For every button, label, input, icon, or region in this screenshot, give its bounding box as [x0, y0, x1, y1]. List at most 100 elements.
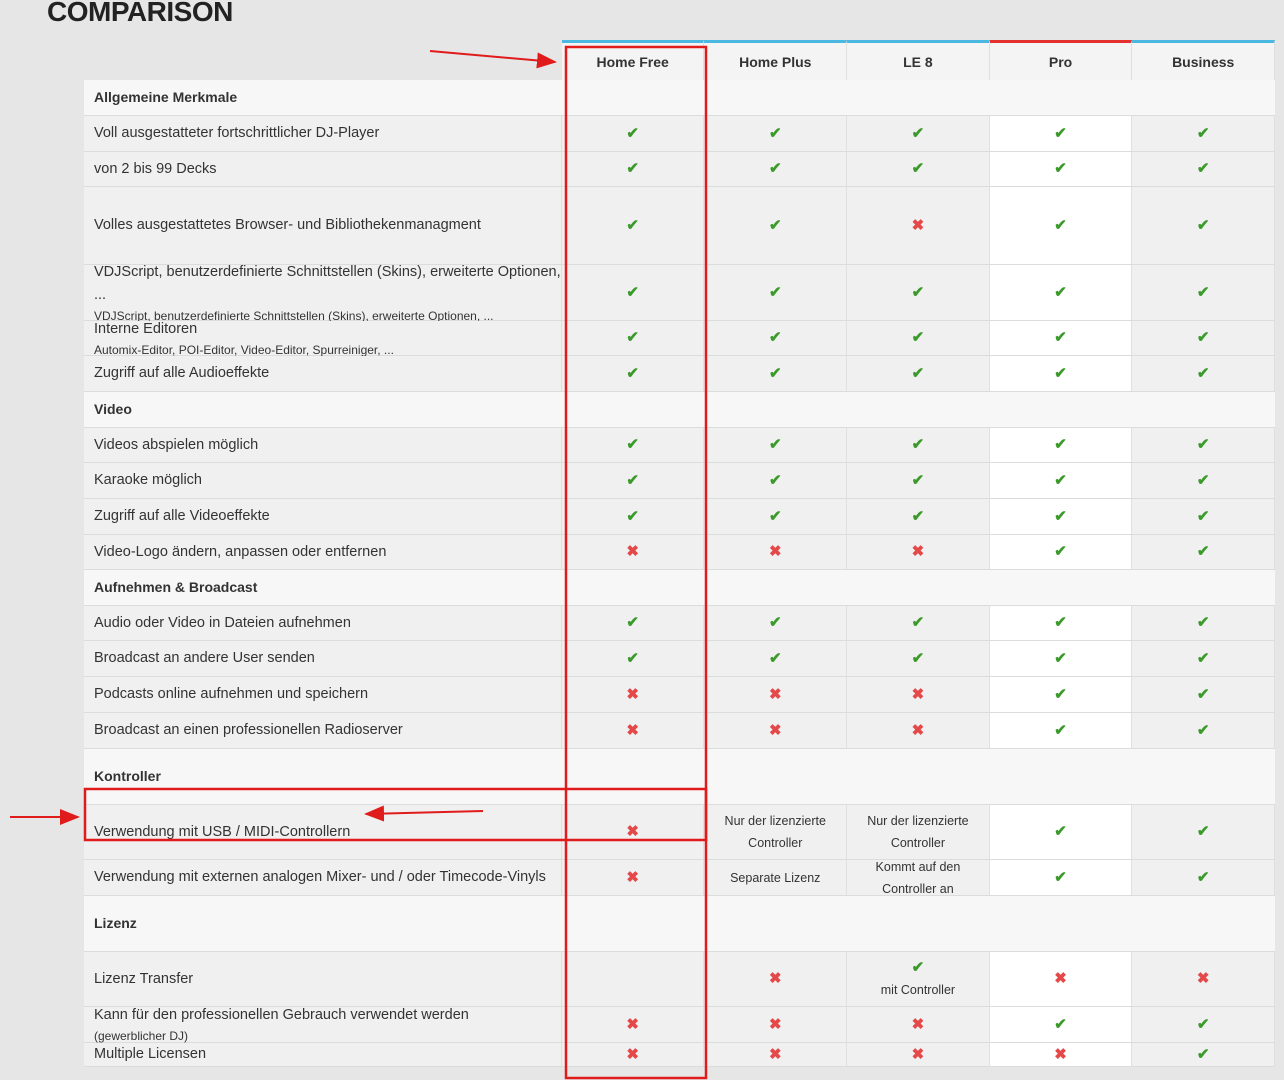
check-icon: ✔ [911, 160, 925, 177]
cross-icon: ✖ [768, 1015, 782, 1033]
value-cell: Separate Lizenz [704, 860, 848, 895]
feature-label-text: Volles ausgestattetes Browser- und Bibli… [94, 217, 481, 233]
check-icon: ✔ [1054, 216, 1067, 234]
feature-label-text: Videos abspielen möglich [94, 436, 259, 453]
check-icon: ✔ [1196, 507, 1210, 525]
feature-label: von 2 bis 99 Decks [84, 152, 562, 186]
value-cell: ✔ [989, 356, 1133, 391]
value-cell: ✖ [704, 713, 848, 748]
feature-sublabel: VDJScript, benutzerdefinierte Schnittste… [94, 308, 494, 323]
check-icon: ✔ [911, 471, 925, 489]
check-icon: ✔ [768, 436, 782, 453]
column-header-business: Business [1132, 40, 1276, 80]
value-cell [847, 896, 990, 951]
check-icon: ✔ [1196, 124, 1210, 142]
section-row: Aufnehmen & Broadcast [84, 570, 1276, 606]
feature-label-text: Verwendung mit externen analogen Mixer- … [94, 869, 546, 885]
feature-label: Broadcast an andere User senden [84, 641, 562, 676]
value-cell: ✔ [561, 356, 705, 391]
table-row: Verwendung mit USB / MIDI-Controllern ✖ Nu… [84, 805, 1276, 860]
feature-label-text: VDJScript, benutzerdefinierte Schnittste… [94, 263, 561, 303]
value-cell [847, 749, 990, 804]
check-icon: ✔ [911, 507, 925, 525]
feature-label: Verwendung mit externen analogen Mixer- … [84, 860, 562, 895]
value-cell: ✔ [989, 641, 1133, 676]
feature-label-text: Karaoke möglich [94, 472, 202, 488]
table-row: Video-Logo ändern, anpassen oder entfern… [84, 535, 1276, 570]
table-row: Karaoke möglich ✔ ✔ ✔ ✔ ✔ [84, 463, 1276, 499]
value-cell: ✔ [1132, 535, 1276, 569]
section-row: Video [84, 392, 1276, 428]
value-cell: ✖ [704, 952, 848, 1006]
value-cell: ✔ [704, 356, 848, 391]
value-cell: Kommt auf den Controller an [847, 860, 990, 896]
cross-icon: ✖ [911, 1045, 925, 1063]
feature-label: Video-Logo ändern, anpassen oder entfern… [84, 535, 562, 569]
check-icon: ✔ [626, 649, 639, 667]
check-icon: ✔ [1196, 160, 1210, 177]
value-cell: ✖ [704, 677, 848, 712]
value-cell [561, 80, 705, 115]
value-cell: ✔ [561, 187, 705, 264]
value-cell: ✔ [1132, 805, 1276, 859]
value-cell: ✔ [989, 116, 1133, 151]
cross-icon: ✖ [768, 721, 782, 739]
value-text: Nur der lizenzierte Controller [724, 814, 826, 850]
check-icon: ✔ [911, 614, 925, 631]
value-cell: ✔ [561, 641, 705, 676]
feature-label-text: Zugriff auf alle Audioeffekte [94, 365, 270, 381]
check-icon: ✔ [768, 614, 782, 631]
value-cell: ✔ [1132, 713, 1276, 748]
value-cell [847, 392, 990, 427]
cross-icon: ✖ [626, 823, 639, 840]
value-cell: ✔ [1132, 606, 1276, 640]
value-cell: Nur der lizenzierte Controller [704, 805, 848, 859]
value-cell: ✖ [704, 1043, 848, 1066]
feature-label-text: Podcasts online aufnehmen und speichern [94, 686, 369, 702]
value-cell [704, 749, 848, 804]
value-cell: ✖ [847, 1043, 990, 1066]
check-icon: ✔ [626, 364, 639, 382]
value-cell: ✔ [561, 265, 705, 320]
value-cell: ✔ [561, 606, 705, 640]
check-icon: ✔ [1196, 868, 1210, 886]
value-cell: ✔ [1132, 677, 1276, 712]
check-icon: ✔ [768, 507, 782, 525]
check-icon: ✔ [1196, 1045, 1210, 1063]
feature-label: Multiple Licensen [84, 1043, 562, 1066]
value-cell [704, 80, 848, 115]
value-cell: ✔ [989, 860, 1133, 895]
table-row: Broadcast an einen professionellen Radio… [84, 713, 1276, 749]
feature-label-text: von 2 bis 99 Decks [94, 160, 217, 177]
page-title: COMPARISON [47, 0, 233, 27]
check-icon: ✔ [1054, 649, 1067, 667]
value-cell: ✔ [704, 265, 848, 320]
value-cell: ✔ [704, 321, 848, 355]
value-cell [1132, 896, 1276, 951]
value-cell [561, 749, 705, 804]
check-icon: ✔ [1054, 721, 1067, 739]
value-cell: ✔ [1132, 187, 1276, 264]
section-title: Video [84, 392, 562, 427]
value-cell: ✔ [561, 463, 705, 498]
column-header-home-plus: Home Plus [704, 40, 848, 80]
feature-label: Lizenz Transfer [84, 952, 562, 1006]
value-cell: ✖ [561, 713, 705, 748]
check-icon: ✔ [911, 436, 925, 453]
value-cell [704, 392, 848, 427]
feature-label: Audio oder Video in Dateien aufnehmen [84, 606, 562, 640]
feature-label: Karaoke möglich [84, 463, 562, 498]
table-row: Audio oder Video in Dateien aufnehmen ✔ ✔ ✔… [84, 606, 1276, 641]
value-cell: ✔ [847, 463, 990, 498]
check-icon: ✔ [768, 649, 782, 667]
feature-label: Zugriff auf alle Audioeffekte [84, 356, 562, 391]
value-cell: ✖ [847, 1007, 990, 1042]
value-cell: ✖ [704, 535, 848, 569]
check-icon: ✔ [1196, 614, 1210, 631]
check-icon: ✔ [1054, 124, 1067, 142]
value-cell: ✔ [704, 606, 848, 640]
value-cell: ✔ [989, 321, 1133, 355]
value-cell: ✔ [704, 463, 848, 498]
check-icon: ✔ [1054, 364, 1067, 382]
value-cell [561, 896, 705, 951]
